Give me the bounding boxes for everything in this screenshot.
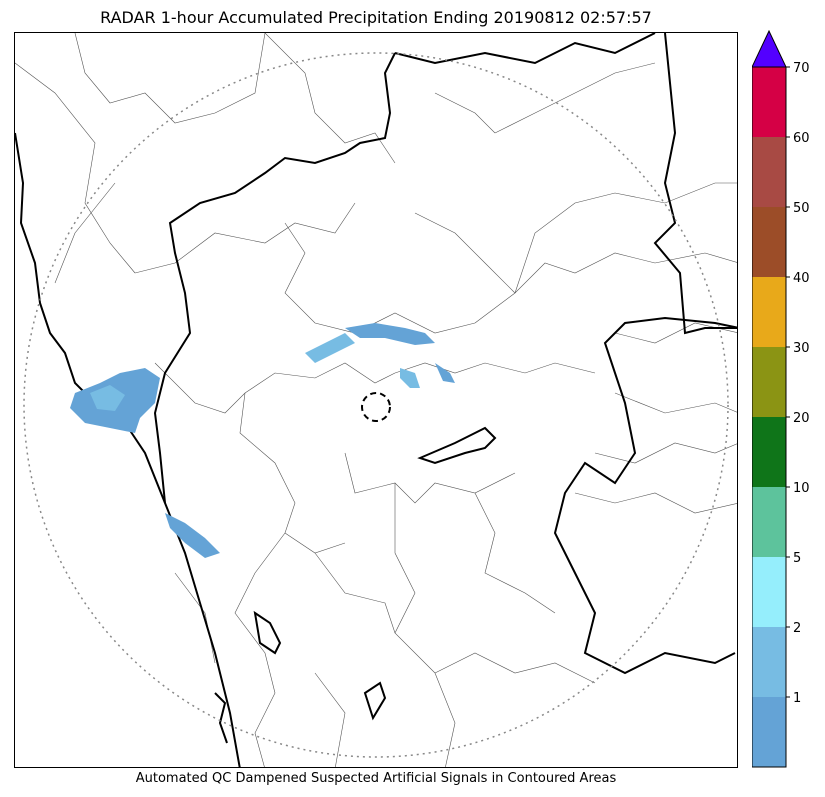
colorbar-tick-label: 40 [793, 271, 810, 286]
colorbar-swatch-20 [752, 417, 786, 487]
colorbar-swatch-1 [752, 697, 786, 767]
colorbar: 1 2 5 10 20 30 40 50 60 70 [752, 30, 810, 768]
colorbar-tick-label: 2 [793, 621, 801, 636]
colorbar-tick-label: 5 [793, 551, 801, 566]
colorbar-swatch-40 [752, 277, 786, 347]
radar-map [14, 32, 738, 768]
colorbar-swatch-5 [752, 557, 786, 627]
colorbar-tick-label: 20 [793, 411, 810, 426]
map-canvas [15, 33, 737, 767]
colorbar-tick-label: 50 [793, 201, 810, 216]
colorbar-tick-label: 1 [793, 691, 801, 706]
map-title: RADAR 1-hour Accumulated Precipitation E… [100, 8, 652, 27]
colorbar-swatch-70 [752, 67, 786, 137]
colorbar-tick-label: 70 [793, 61, 810, 76]
colorbar-swatch-30 [752, 347, 786, 417]
colorbar-swatch-10 [752, 487, 786, 557]
colorbar-swatch-60 [752, 137, 786, 207]
colorbar-swatches [752, 67, 786, 767]
colorbar-ticks: 1 2 5 10 20 30 40 50 60 70 [786, 61, 810, 706]
colorbar-swatch-2 [752, 627, 786, 697]
precipitation-cells [70, 323, 455, 558]
radar-site-marker [361, 392, 391, 422]
district-boundaries [15, 33, 737, 767]
colorbar-tick-label: 10 [793, 481, 810, 496]
map-caption: Automated QC Dampened Suspected Artifici… [135, 771, 617, 786]
colorbar-overflow-arrow [752, 30, 787, 68]
colorbar-swatch-50 [752, 207, 786, 277]
colorbar-tick-label: 60 [793, 131, 810, 146]
colorbar-tick-label: 30 [793, 341, 810, 356]
coverage-boundary [23, 52, 729, 758]
